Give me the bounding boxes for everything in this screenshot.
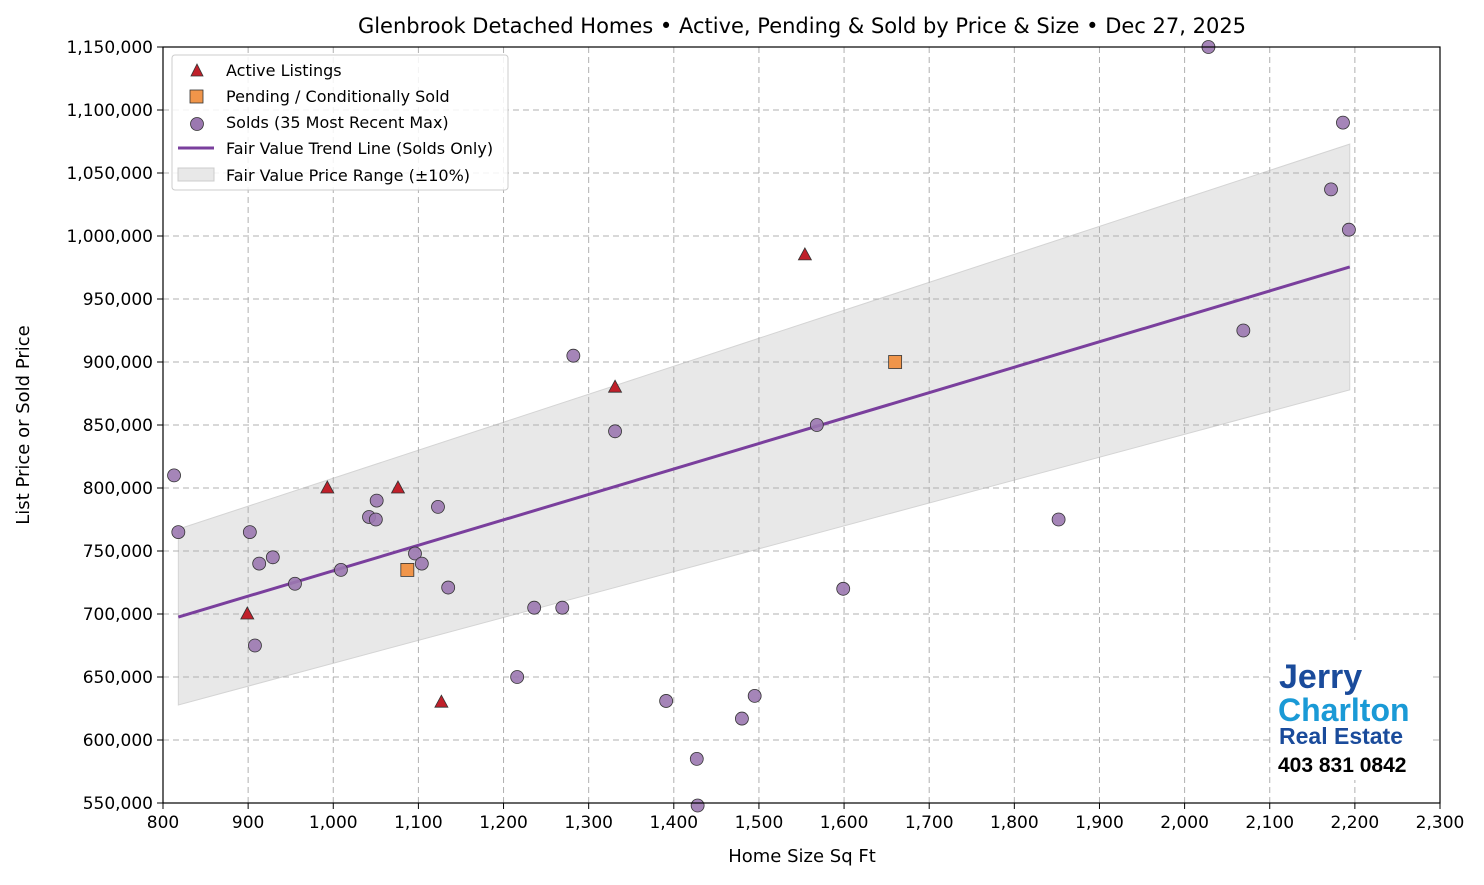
sold-point (1236, 323, 1251, 338)
x-axis-label: Home Size Sq Ft (728, 846, 876, 867)
x-tick-label: 2,300 (1416, 813, 1465, 833)
x-tick-label: 1,500 (735, 813, 784, 833)
trend-line (177, 265, 1351, 619)
sold-point (167, 468, 181, 483)
sold-point (414, 556, 429, 571)
y-axis-label: List Price or Sold Price (13, 325, 34, 524)
legend-circle-icon (190, 117, 204, 131)
sold-point (836, 581, 851, 596)
sold-point (1342, 222, 1356, 237)
sold-point (689, 752, 704, 766)
y-tick-label: 1,050,000 (66, 164, 153, 184)
sold-point (510, 670, 525, 684)
sold-point (608, 424, 622, 439)
y-tick-label: 850,000 (83, 416, 153, 436)
active-point (390, 480, 406, 494)
sold-point (690, 798, 705, 813)
x-tick-label: 1,200 (479, 813, 528, 833)
sold-point (248, 638, 262, 653)
y-tick-label: 550,000 (83, 794, 153, 814)
y-tick-label: 650,000 (83, 668, 153, 688)
y-tick-label: 600,000 (83, 731, 153, 751)
sold-point (1336, 115, 1350, 130)
sold-point (527, 600, 542, 615)
pending-point (400, 563, 415, 577)
x-tick-label: 1,400 (649, 813, 698, 833)
x-tick-label: 1,700 (905, 813, 954, 833)
y-tick-label: 800,000 (83, 479, 153, 499)
y-tick-label: 1,000,000 (66, 227, 153, 247)
y-tick-label: 900,000 (83, 353, 153, 373)
sold-point (566, 348, 581, 363)
logo-phone: 403 831 0842 (1278, 754, 1406, 777)
sold-point (1051, 512, 1066, 527)
logo-line2: Charlton (1278, 692, 1410, 728)
sold-point (659, 694, 674, 708)
logo-line1: Jerry (1279, 658, 1362, 696)
x-tick-label: 1,000 (309, 813, 358, 833)
x-tick-label: 1,900 (1075, 813, 1124, 833)
x-tick-label: 900 (232, 813, 264, 833)
sold-point (171, 525, 186, 539)
logo-line3: Real Estate (1279, 723, 1403, 749)
active-point (797, 247, 813, 261)
legend-pending: Pending / Conditionally Sold (226, 87, 450, 106)
sold-point (242, 525, 257, 539)
x-tick-label: 2,200 (1331, 813, 1380, 833)
sold-point (735, 711, 749, 726)
active-point (607, 379, 623, 393)
y-tick-label: 750,000 (83, 542, 153, 562)
active-point (434, 694, 449, 708)
y-tick-label: 1,150,000 (66, 38, 153, 58)
legend-square-icon (189, 89, 204, 104)
y-tick-label: 700,000 (83, 605, 153, 625)
legend-solds: Solds (35 Most Recent Max) (226, 113, 449, 132)
legend-band-icon (177, 167, 215, 182)
x-tick-label: 2,100 (1245, 813, 1294, 833)
sold-point (555, 600, 570, 615)
sold-point (1324, 182, 1338, 197)
legend-triangle-icon (190, 63, 204, 77)
y-tick-label: 950,000 (83, 290, 153, 310)
active-point (320, 480, 335, 494)
sold-point (265, 550, 280, 565)
legend-active: Active Listings (226, 61, 342, 80)
x-tick-label: 1,800 (990, 813, 1039, 833)
legend-band: Fair Value Price Range (±10%) (226, 166, 470, 185)
sold-point (288, 576, 302, 591)
sold-point (809, 418, 824, 432)
y-tick-label: 1,100,000 (66, 101, 153, 121)
sold-point (441, 580, 456, 595)
x-tick-label: 800 (147, 813, 179, 833)
pending-point (888, 355, 903, 369)
x-tick-label: 2,000 (1160, 813, 1209, 833)
sold-point (368, 512, 383, 527)
sold-point (369, 493, 384, 508)
x-tick-label: 1,100 (394, 813, 443, 833)
sold-point (334, 563, 348, 577)
chart-title: Glenbrook Detached Homes • Active, Pendi… (358, 14, 1246, 38)
x-tick-label: 1,300 (564, 813, 613, 833)
sold-point (747, 689, 762, 703)
sold-point (252, 556, 267, 571)
active-point (240, 606, 255, 620)
sold-point (431, 499, 445, 514)
x-tick-label: 1,600 (820, 813, 869, 833)
logo: Jerry Charlton Real Estate 403 831 0842 (1272, 640, 1432, 780)
legend-trend: Fair Value Trend Line (Solds Only) (226, 139, 493, 158)
legend: Active Listings Pending / Conditionally … (171, 54, 509, 191)
sold-point (408, 546, 422, 561)
